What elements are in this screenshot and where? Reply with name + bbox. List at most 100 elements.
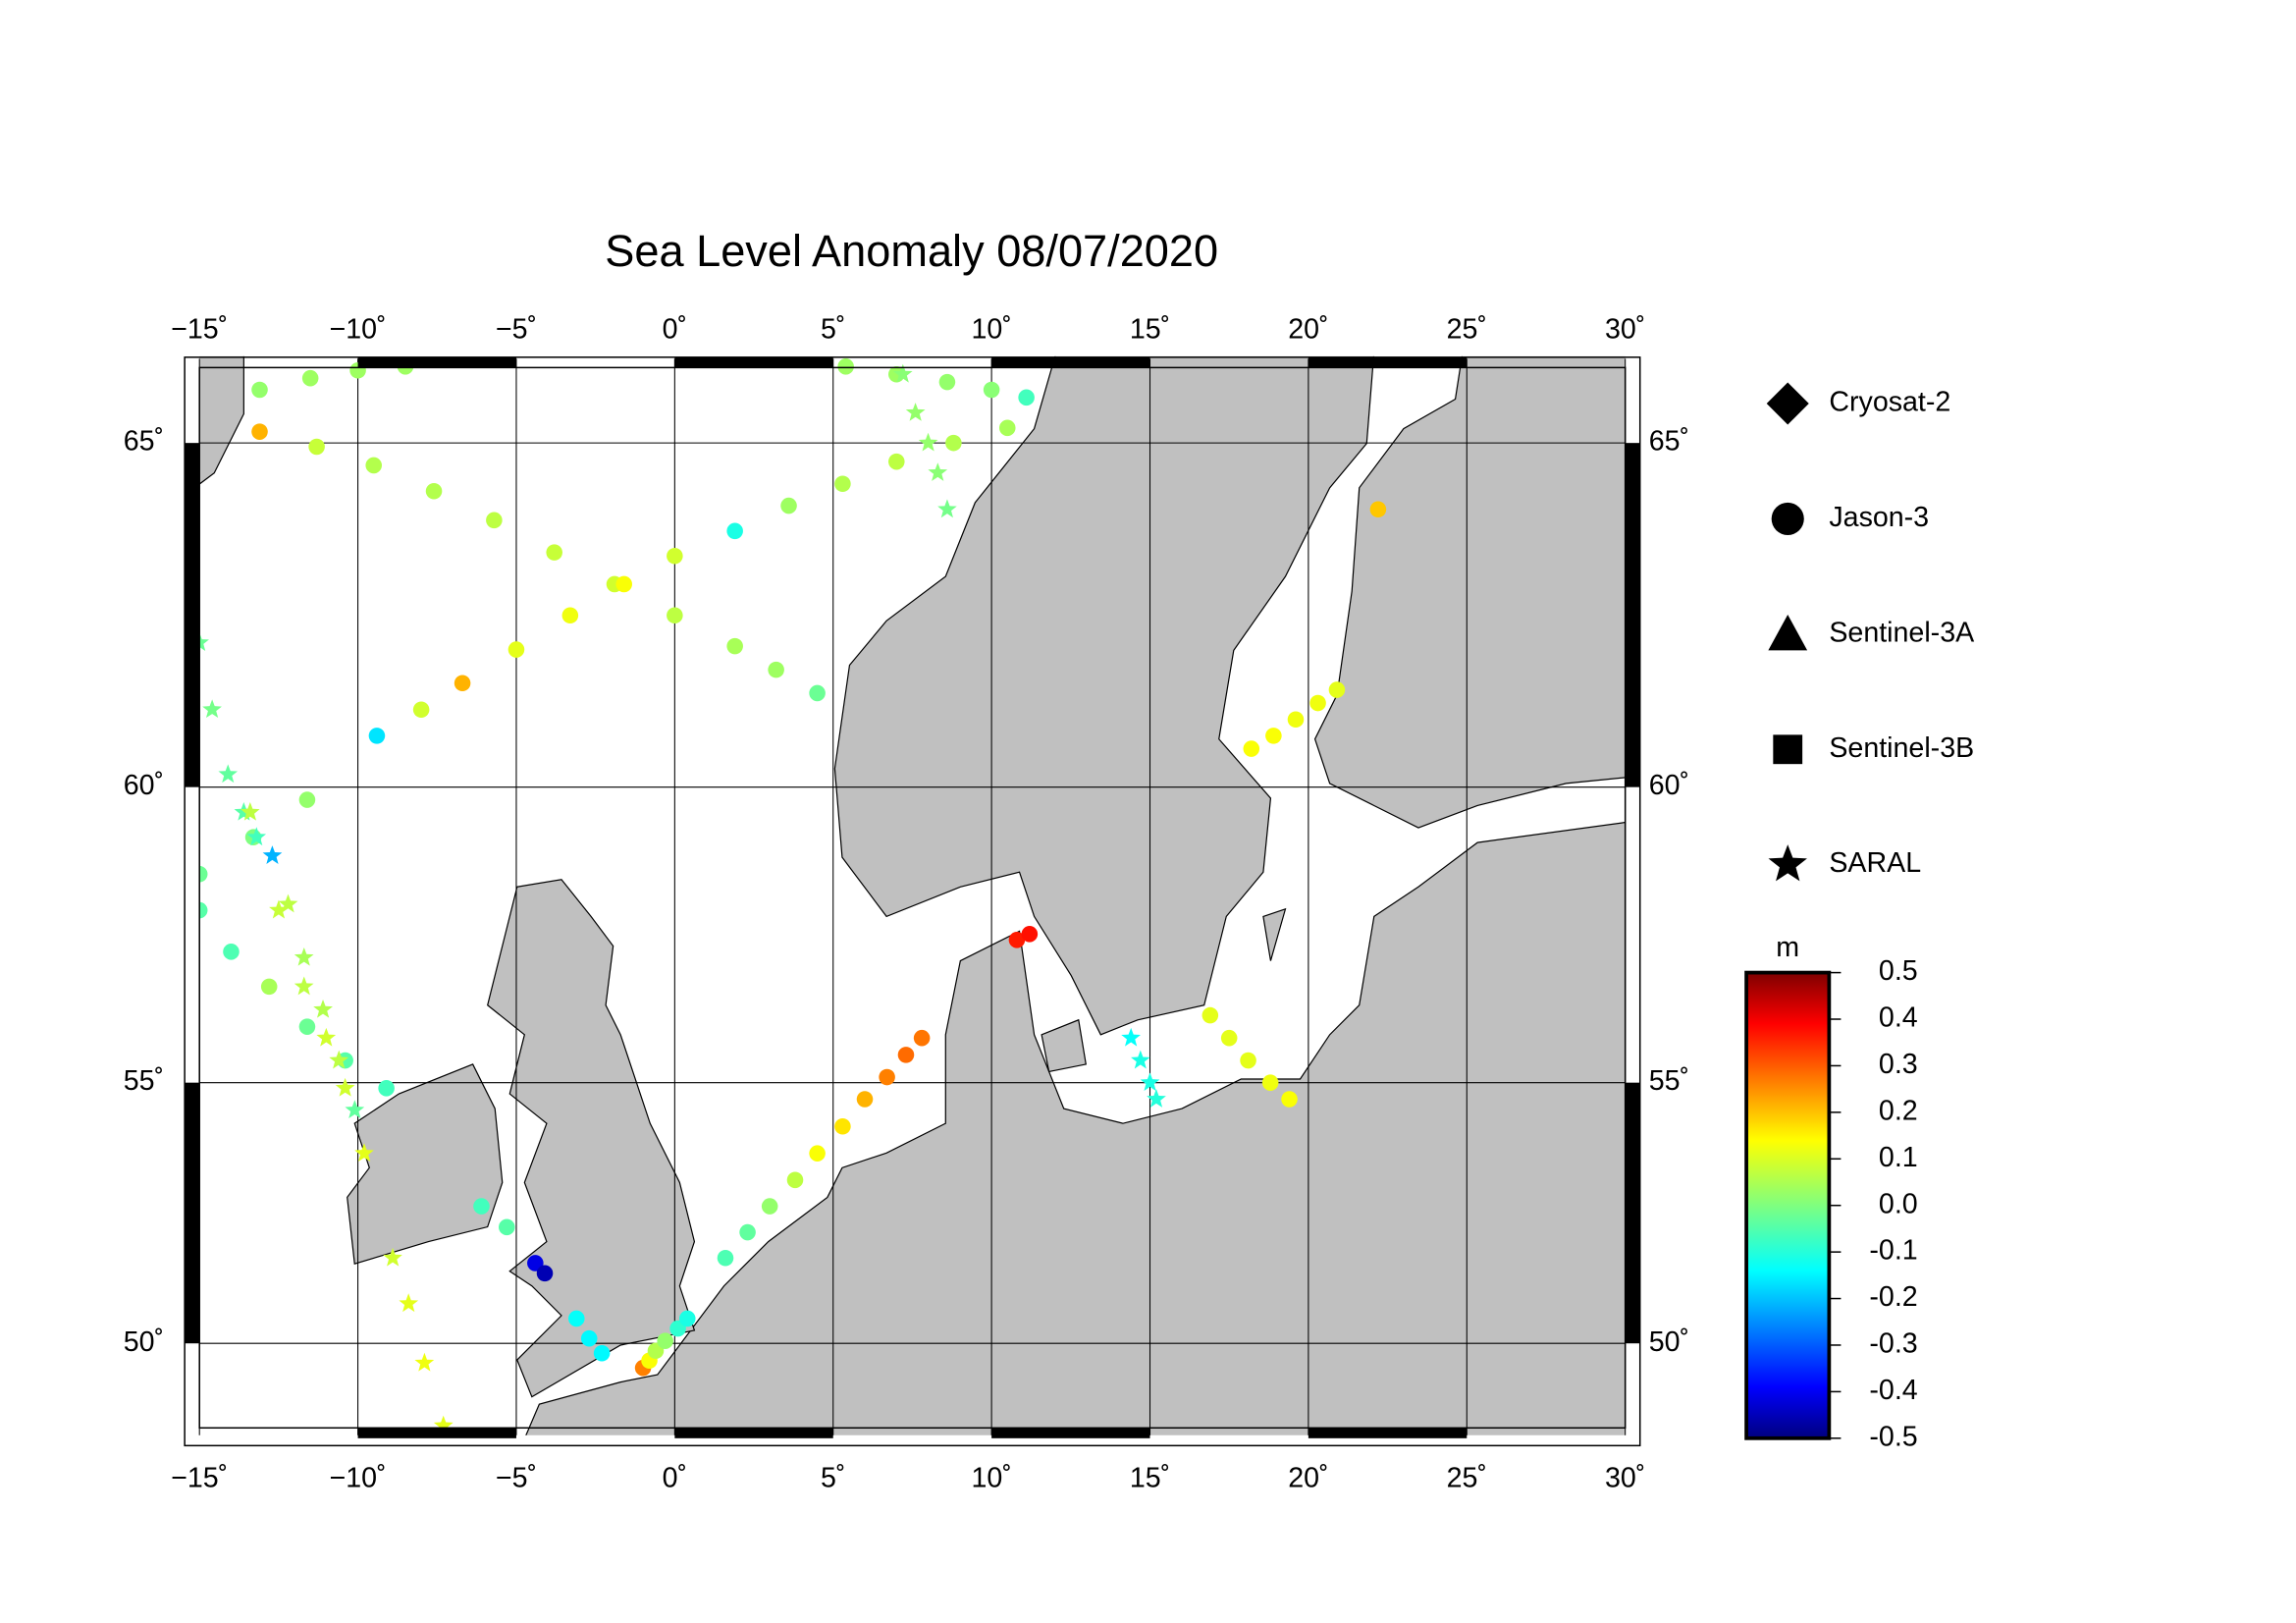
land-finland xyxy=(1313,355,1626,829)
track-point xyxy=(399,1293,419,1313)
track-point xyxy=(454,675,471,692)
track-point xyxy=(678,1310,696,1327)
track-point xyxy=(202,699,222,719)
track-point xyxy=(1201,1006,1219,1024)
track-point xyxy=(365,457,382,474)
track-point xyxy=(834,475,851,493)
frame-band xyxy=(674,356,833,368)
land-ireland xyxy=(347,1063,504,1265)
track-point xyxy=(897,1047,915,1063)
track-point xyxy=(1147,1089,1166,1108)
x-tick-label: 20˚ xyxy=(1288,313,1328,345)
legend-label: Sentinel-3B xyxy=(1829,732,1974,764)
track-point xyxy=(918,432,938,452)
track-point xyxy=(1328,681,1346,698)
track-point xyxy=(1008,932,1026,948)
track-point xyxy=(308,438,325,456)
track-point xyxy=(383,1247,402,1267)
track-point xyxy=(414,1352,435,1372)
track-point xyxy=(301,369,319,387)
legend-marker xyxy=(1768,844,1807,882)
frame-band xyxy=(674,1428,833,1438)
track-point xyxy=(780,497,797,514)
track-point xyxy=(1261,1074,1279,1091)
chart-title: Sea Level Anomaly 08/07/2020 xyxy=(605,226,1218,276)
colorbar-tick-label: -0.1 xyxy=(1869,1235,1917,1267)
x-tick-label: 15˚ xyxy=(1130,1463,1170,1494)
track-point xyxy=(983,381,1000,399)
colorbar-tick-label: 0.5 xyxy=(1879,955,1918,987)
track-point xyxy=(527,1255,544,1271)
track-point xyxy=(739,1223,756,1241)
track-point xyxy=(1309,694,1326,712)
track-point xyxy=(298,1018,316,1035)
track-point xyxy=(1220,1029,1238,1047)
track-point xyxy=(761,1198,778,1215)
track-point xyxy=(717,1249,734,1267)
track-point xyxy=(928,462,948,481)
track-point xyxy=(433,1415,454,1434)
track-point xyxy=(905,403,926,421)
track-point xyxy=(251,381,268,399)
frame: −15˚ −15˚ −10˚ −10˚ −5˚ −5˚ 0˚ 0˚ 5˚ 5˚ 10˚ 10˚ 15˚ 1… xyxy=(124,313,1689,1493)
x-tick-label: 30˚ xyxy=(1605,1463,1645,1494)
colorbar-tick-label: 0.4 xyxy=(1879,1002,1918,1034)
track-point xyxy=(313,999,333,1018)
legend-marker xyxy=(1773,734,1803,765)
x-tick-label: −5˚ xyxy=(496,1463,537,1494)
colorbar-tick-label: -0.5 xyxy=(1869,1421,1917,1452)
track-point xyxy=(726,522,743,540)
colorbar-tick-label: 0.0 xyxy=(1879,1188,1918,1219)
track-point xyxy=(199,632,209,652)
x-tick-label: −15˚ xyxy=(171,1463,228,1494)
track-point xyxy=(856,1091,874,1108)
track-point xyxy=(1287,711,1305,729)
map-frame xyxy=(198,366,1627,1430)
frame-band xyxy=(1308,1428,1468,1438)
track-point xyxy=(1121,1027,1141,1047)
track-point xyxy=(223,944,240,960)
x-tick-label: 25˚ xyxy=(1447,313,1487,345)
track-point xyxy=(294,976,314,996)
y-tick-label: 65˚ xyxy=(1649,426,1689,458)
legend-label: Jason-3 xyxy=(1829,502,1929,533)
frame-band xyxy=(991,1428,1150,1438)
track-point xyxy=(657,1332,673,1349)
track-point xyxy=(1369,501,1387,518)
track-point xyxy=(580,1329,598,1347)
tracks xyxy=(199,358,1387,1434)
y-tick-label: 60˚ xyxy=(124,770,164,801)
track-point xyxy=(345,1100,365,1119)
track-point xyxy=(499,1218,515,1236)
track-point xyxy=(368,728,386,744)
y-tick-label: 50˚ xyxy=(124,1326,164,1358)
track-point xyxy=(561,607,579,624)
track-point xyxy=(1281,1091,1298,1108)
legend-label: SARAL xyxy=(1829,847,1921,879)
track-point xyxy=(998,419,1016,437)
track-point xyxy=(546,544,562,561)
frame-band xyxy=(991,356,1150,368)
land-scandinavia xyxy=(833,355,1375,1036)
y-tick-label: 50˚ xyxy=(1649,1326,1689,1358)
frame-band xyxy=(357,356,516,368)
track-point xyxy=(913,1029,931,1047)
track-point xyxy=(667,607,683,624)
x-tick-label: −10˚ xyxy=(330,1463,387,1494)
frame-band xyxy=(185,443,200,787)
track-point xyxy=(354,1143,374,1162)
legend-marker xyxy=(1771,502,1804,535)
track-point xyxy=(240,802,260,821)
track-point xyxy=(593,1344,611,1362)
track-point xyxy=(1265,728,1282,744)
legend-marker xyxy=(1768,614,1808,651)
track-point xyxy=(1021,926,1039,943)
legend-marker xyxy=(1766,382,1809,425)
colorbar-tick-label: 0.2 xyxy=(1879,1095,1918,1126)
track-point xyxy=(834,1117,851,1135)
colorbar-tick-label: 0.1 xyxy=(1879,1142,1918,1173)
colorbar: m -0.5 -0.4 -0.3 -0.2 -0.1 0.0 0.1 0.2 0.3 0.4 0.5 xyxy=(1744,932,1918,1452)
x-tick-label: −10˚ xyxy=(330,313,387,345)
track-point xyxy=(888,453,905,470)
